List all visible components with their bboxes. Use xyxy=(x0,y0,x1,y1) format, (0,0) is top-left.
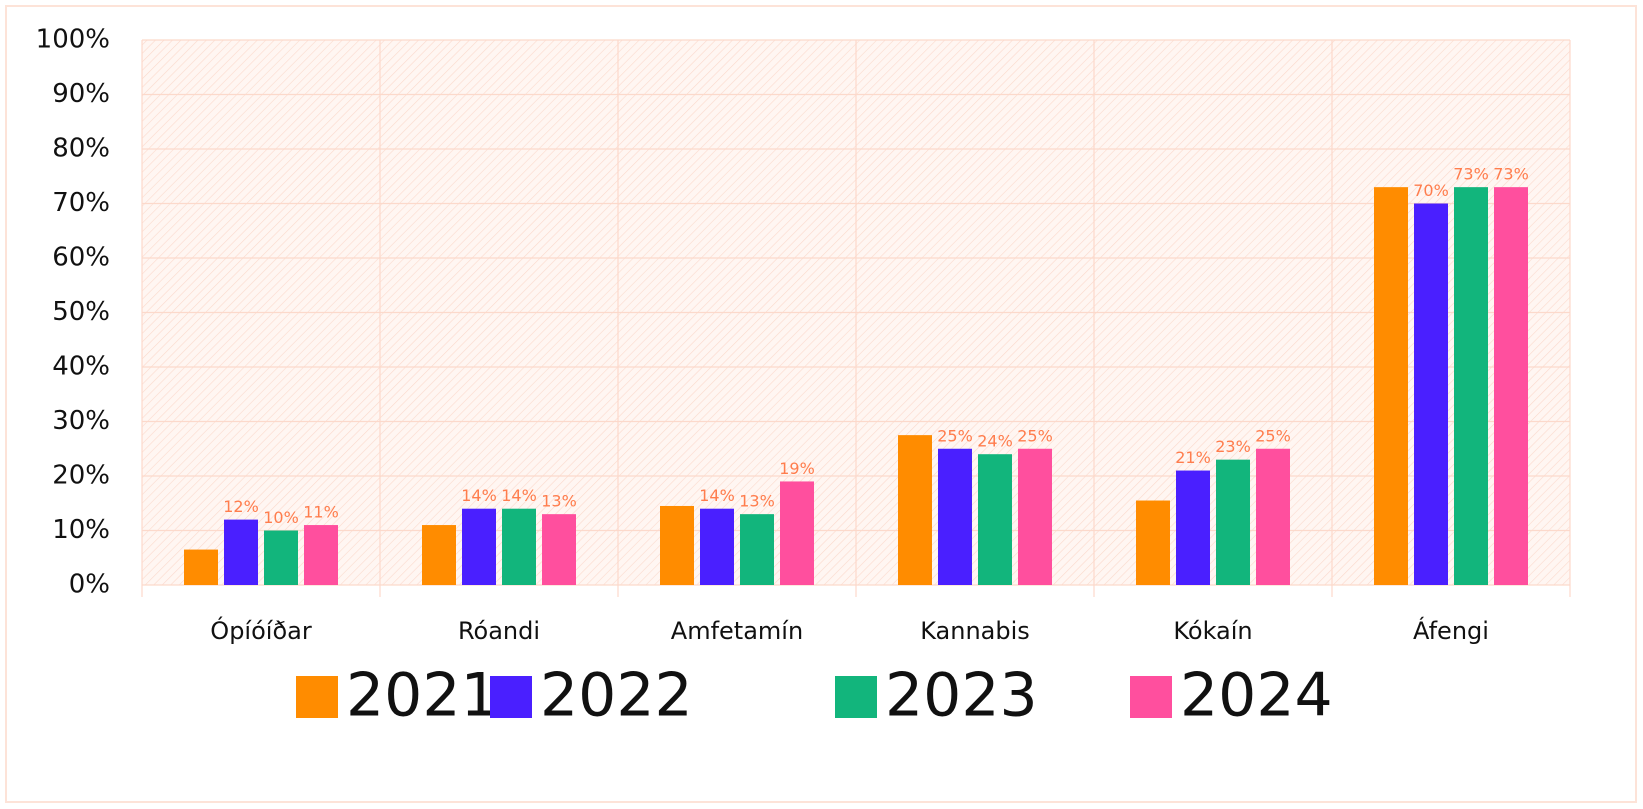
chart-border xyxy=(5,5,1637,803)
y-tick-label: 80% xyxy=(52,134,110,164)
bar xyxy=(1494,187,1528,585)
bar xyxy=(938,448,972,585)
y-tick-label: 90% xyxy=(52,79,110,109)
data-label: 14% xyxy=(461,486,497,505)
bar xyxy=(700,508,734,585)
bar xyxy=(1374,187,1408,585)
data-label: 25% xyxy=(937,426,973,445)
data-label: 19% xyxy=(779,459,815,478)
legend-swatch xyxy=(490,676,532,718)
data-label: 21% xyxy=(1175,448,1211,467)
bar xyxy=(264,530,298,585)
y-tick-label: 0% xyxy=(69,570,110,600)
data-label: 73% xyxy=(1453,165,1489,184)
legend-label: 2022 xyxy=(540,661,693,731)
y-tick-label: 10% xyxy=(52,515,110,545)
bar xyxy=(224,519,258,585)
bar xyxy=(304,525,338,585)
data-label: 73% xyxy=(1493,165,1529,184)
x-tick-label: Amfetamín xyxy=(671,617,803,645)
x-tick-label: Kannabis xyxy=(920,617,1030,645)
y-tick-label: 40% xyxy=(52,352,110,382)
legend-swatch xyxy=(835,676,877,718)
data-label: 25% xyxy=(1255,426,1291,445)
bar xyxy=(462,508,496,585)
bar xyxy=(1414,203,1448,585)
bar xyxy=(660,505,694,585)
y-tick-label: 20% xyxy=(52,461,110,491)
data-label: 13% xyxy=(541,492,577,511)
bar xyxy=(1136,500,1170,585)
bar xyxy=(978,454,1012,585)
bar xyxy=(184,549,218,585)
x-tick-label: Kókaín xyxy=(1173,617,1252,645)
legend-label: 2023 xyxy=(885,661,1038,731)
data-label: 25% xyxy=(1017,426,1053,445)
y-tick-label: 60% xyxy=(52,243,110,273)
y-tick-label: 30% xyxy=(52,406,110,436)
data-label: 14% xyxy=(501,486,537,505)
legend-swatch xyxy=(296,676,338,718)
data-label: 12% xyxy=(223,497,259,516)
bar xyxy=(898,435,932,585)
bar xyxy=(1454,187,1488,585)
bar xyxy=(502,508,536,585)
y-tick-label: 70% xyxy=(52,188,110,218)
x-tick-label: Ópíóíðar xyxy=(210,615,312,645)
bar xyxy=(780,481,814,585)
bar xyxy=(1216,459,1250,585)
data-label: 11% xyxy=(303,503,339,522)
bar xyxy=(1018,448,1052,585)
y-tick-label: 50% xyxy=(52,297,110,327)
data-label: 24% xyxy=(977,432,1013,451)
data-label: 70% xyxy=(1413,181,1449,200)
data-label: 13% xyxy=(739,492,775,511)
y-tick-label: 100% xyxy=(36,25,110,55)
bar xyxy=(1176,470,1210,585)
data-label: 23% xyxy=(1215,437,1251,456)
bar xyxy=(1256,448,1290,585)
data-label: 10% xyxy=(263,508,299,527)
legend-label: 2024 xyxy=(1180,661,1333,731)
legend-label: 2021 xyxy=(346,661,499,731)
legend-swatch xyxy=(1130,676,1172,718)
bar xyxy=(542,514,576,585)
x-tick-label: Róandi xyxy=(458,617,540,645)
data-label: 14% xyxy=(699,486,735,505)
bar xyxy=(740,514,774,585)
x-tick-label: Áfengi xyxy=(1413,616,1489,645)
bar xyxy=(422,525,456,585)
